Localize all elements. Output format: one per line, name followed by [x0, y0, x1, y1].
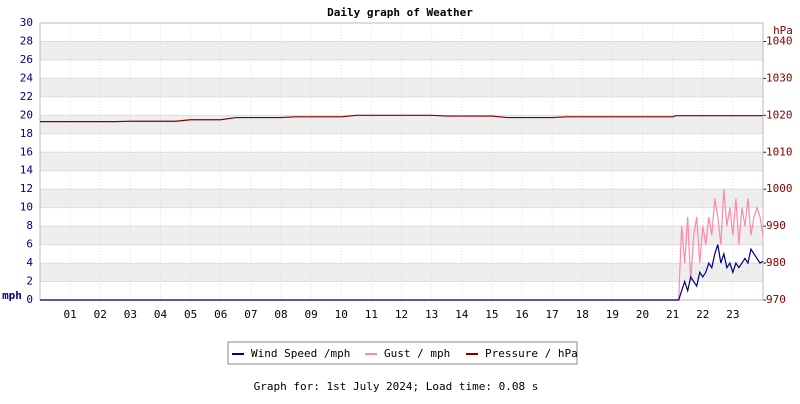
y2-tick-label: 1020 [766, 108, 793, 121]
y-tick-label: 28 [20, 34, 33, 47]
y2-tick-label: 990 [766, 219, 786, 232]
y-tick-label: 10 [20, 201, 33, 214]
y-tick-label: 20 [20, 108, 33, 121]
y-tick-label: 24 [20, 71, 34, 84]
y-tick-label: 0 [26, 293, 33, 306]
x-tick-label: 08 [274, 308, 287, 321]
y-tick-label: 8 [26, 219, 33, 232]
grid-band [40, 78, 763, 97]
x-tick-label: 04 [154, 308, 168, 321]
series-line [40, 244, 764, 301]
y2-tick-label: 1030 [766, 71, 793, 84]
y-tick-label: 2 [26, 275, 33, 288]
y-axis-label: mph [2, 289, 22, 302]
y2-tick-label: 1010 [766, 145, 793, 158]
x-tick-label: 10 [335, 308, 348, 321]
x-tick-label: 07 [244, 308, 257, 321]
x-tick-label: 13 [425, 308, 438, 321]
legend-box [227, 341, 578, 365]
y-tick-label: 14 [20, 164, 34, 177]
y-tick-label: 18 [20, 127, 33, 140]
x-tick-label: 19 [606, 308, 619, 321]
x-tick-label: 11 [365, 308, 378, 321]
x-tick-label: 05 [184, 308, 197, 321]
legend-label: Gust / mph [384, 347, 450, 360]
series-line [40, 114, 763, 123]
x-tick-label: 17 [546, 308, 559, 321]
x-tick-label: 14 [455, 308, 469, 321]
x-tick-label: 18 [576, 308, 589, 321]
y2-tick-label: 980 [766, 256, 786, 269]
y-tick-label: 4 [26, 256, 33, 269]
y2-axis-label: hPa [773, 24, 793, 37]
x-tick-label: 06 [214, 308, 227, 321]
legend-label: Pressure / hPa [485, 347, 578, 360]
x-tick-label: 21 [666, 308, 679, 321]
y2-tick-label: 970 [766, 293, 786, 306]
y-tick-label: 22 [20, 90, 33, 103]
y-tick-label: 26 [20, 53, 33, 66]
x-tick-label: 22 [696, 308, 709, 321]
y-tick-label: 6 [26, 238, 33, 251]
x-tick-label: 02 [94, 308, 107, 321]
grid-band [40, 226, 763, 245]
x-tick-label: 23 [726, 308, 739, 321]
x-tick-label: 12 [395, 308, 408, 321]
footer: Graph for: 1st July 2024; Load time: 0.0… [254, 380, 539, 393]
x-tick-label: 09 [305, 308, 318, 321]
legend-label: Wind Speed /mph [251, 347, 350, 360]
y-tick-label: 16 [20, 145, 33, 158]
chart-title: Daily graph of Weather [327, 6, 473, 19]
y2-tick-label: 1000 [766, 182, 793, 195]
x-tick-label: 16 [515, 308, 528, 321]
x-tick-label: 15 [485, 308, 498, 321]
x-tick-label: 03 [124, 308, 137, 321]
y-tick-label: 12 [20, 182, 33, 195]
x-tick-label: 20 [636, 308, 649, 321]
x-tick-label: 01 [64, 308, 77, 321]
y2-tick-label: 1040 [766, 34, 793, 47]
y-tick-label: 30 [20, 16, 33, 29]
